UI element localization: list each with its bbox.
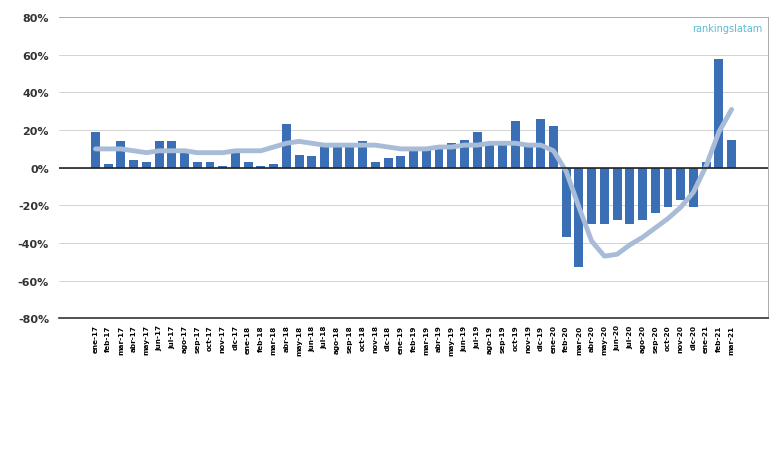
- Bar: [218, 167, 227, 168]
- Bar: [358, 142, 367, 168]
- Bar: [714, 60, 724, 168]
- Bar: [142, 163, 151, 168]
- Bar: [524, 148, 532, 168]
- Bar: [256, 167, 265, 168]
- Bar: [383, 159, 393, 168]
- Bar: [651, 168, 659, 213]
- Bar: [371, 163, 379, 168]
- Bar: [498, 142, 507, 168]
- Bar: [282, 125, 291, 168]
- Bar: [485, 144, 495, 168]
- Bar: [689, 168, 698, 208]
- Bar: [536, 120, 545, 168]
- Bar: [154, 142, 164, 168]
- Bar: [320, 148, 329, 168]
- Bar: [397, 157, 405, 168]
- Bar: [575, 168, 583, 268]
- Bar: [587, 168, 596, 225]
- Bar: [600, 168, 609, 225]
- Bar: [422, 150, 430, 168]
- Bar: [663, 168, 673, 208]
- Bar: [448, 144, 456, 168]
- Bar: [103, 165, 113, 168]
- Bar: [626, 168, 634, 225]
- Bar: [702, 163, 710, 168]
- Bar: [180, 153, 189, 168]
- Bar: [244, 163, 252, 168]
- Bar: [346, 148, 354, 168]
- Bar: [638, 168, 647, 221]
- Bar: [117, 142, 125, 168]
- Bar: [612, 168, 622, 221]
- Bar: [193, 163, 201, 168]
- Bar: [231, 152, 240, 168]
- Bar: [549, 127, 558, 168]
- Bar: [168, 142, 176, 168]
- Bar: [677, 168, 685, 200]
- Bar: [562, 168, 571, 238]
- Bar: [332, 146, 342, 168]
- Bar: [434, 150, 444, 168]
- Bar: [409, 148, 418, 168]
- Text: rankingslatam: rankingslatam: [692, 24, 763, 34]
- Bar: [511, 121, 520, 168]
- Bar: [295, 155, 303, 168]
- Bar: [460, 140, 469, 168]
- Bar: [205, 163, 215, 168]
- Bar: [728, 140, 736, 168]
- Bar: [269, 165, 278, 168]
- Bar: [129, 161, 138, 168]
- Bar: [91, 133, 100, 168]
- Bar: [307, 157, 316, 168]
- Bar: [473, 133, 481, 168]
